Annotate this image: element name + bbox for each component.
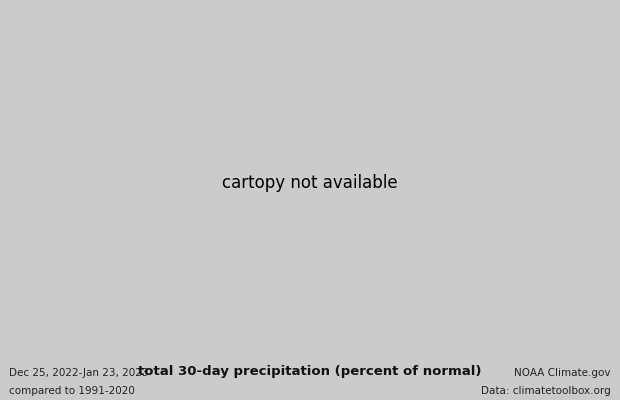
Text: total 30-day precipitation (percent of normal): total 30-day precipitation (percent of n… — [138, 365, 482, 378]
Text: NOAA Climate.gov: NOAA Climate.gov — [514, 368, 611, 378]
Text: Dec 25, 2022-Jan 23, 2023: Dec 25, 2022-Jan 23, 2023 — [9, 368, 149, 378]
Text: Data: climatetoolbox.org: Data: climatetoolbox.org — [481, 386, 611, 396]
Text: cartopy not available: cartopy not available — [222, 174, 398, 192]
Text: compared to 1991-2020: compared to 1991-2020 — [9, 386, 135, 396]
